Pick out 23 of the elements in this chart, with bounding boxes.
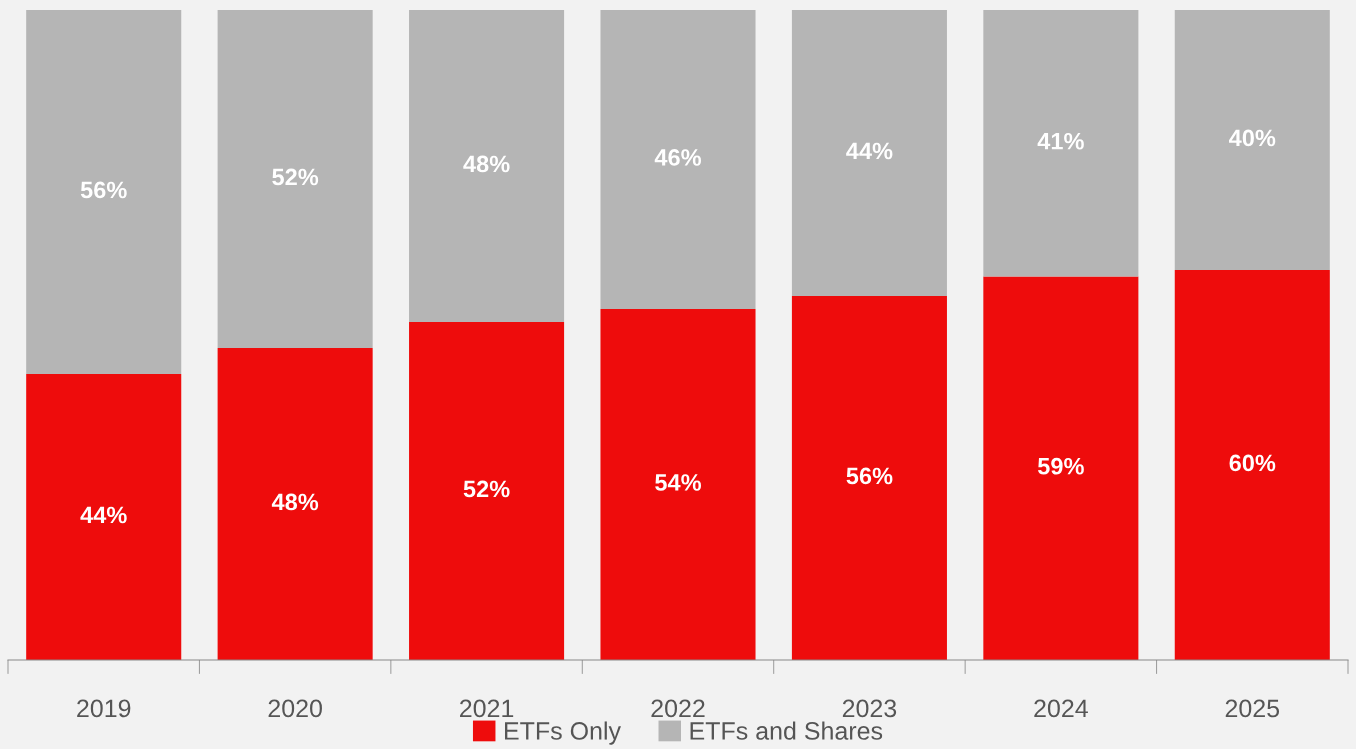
data-label: 44% [846,142,893,160]
data-label: 44% [80,506,127,524]
data-label: 46% [654,149,702,166]
data-label: 60% [1229,454,1276,472]
data-label: 41% [1037,132,1084,150]
data-label: 52% [463,480,510,498]
data-label: 56% [80,181,127,199]
data-label: 48% [463,155,510,173]
data-label: 59% [1037,457,1084,475]
x-tick-label: 2019 [77,699,131,718]
x-tick-label: 2025 [1225,699,1280,718]
legend-label: ETFs and Shares [690,721,883,740]
x-tick-label: 2021 [460,699,514,718]
data-label: 54% [655,474,702,491]
legend-label: ETFs Only [505,721,621,745]
data-label: 40% [1229,129,1276,147]
data-label: 56% [846,467,893,485]
data-label: 48% [271,493,319,511]
x-tick-label: 2020 [268,699,322,718]
x-tick-label: 2024 [1034,699,1088,718]
x-tick-label: 2022 [651,699,705,718]
x-tick-label: 2023 [842,699,897,718]
data-label: 52% [272,168,319,186]
